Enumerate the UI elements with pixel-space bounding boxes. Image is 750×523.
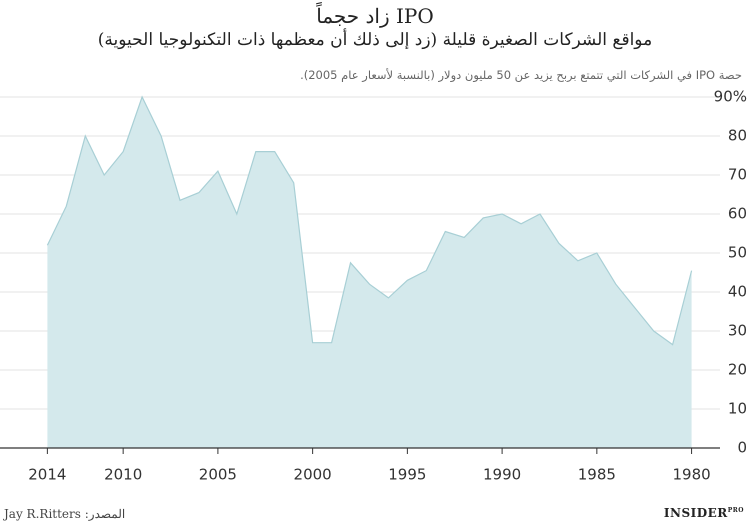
y-tick-label: 0: [737, 439, 747, 457]
x-tick-label: 1985: [578, 466, 616, 484]
x-tick-label: 1980: [672, 466, 710, 484]
brand-suffix: PRO: [727, 507, 744, 514]
brand-logo: INSIDERPRO: [664, 506, 744, 520]
x-tick-label: 1995: [388, 466, 426, 484]
y-tick-label: 60: [728, 205, 747, 223]
chart-title: IPO زاد حجماً: [316, 4, 434, 28]
area: [47, 97, 692, 448]
y-tick-label: 90%: [714, 88, 747, 106]
y-tick-label: 20: [728, 361, 747, 379]
x-tick-label: 2005: [199, 466, 237, 484]
y-tick-label: 50: [728, 244, 747, 262]
x-tick-label: 2010: [104, 466, 142, 484]
source: المصدر: Jay R.Ritters: [4, 507, 126, 521]
y-tick-label: 40: [728, 283, 747, 301]
y-tick-label: 10: [728, 400, 747, 418]
chart-subtitle: مواقع الشركات الصغيرة قليلة (زد إلى ذلك …: [97, 30, 653, 50]
y-tick-label: 70: [728, 166, 747, 184]
area-line: [46, 95, 693, 346]
x-tick-label: 2014: [28, 466, 66, 484]
x-tick-label: 1990: [483, 466, 521, 484]
brand: INSIDER: [663, 506, 728, 520]
y-tick-label: 30: [728, 322, 747, 340]
x-tick-label: 2000: [294, 466, 332, 484]
y-axis-note: حصة IPO في الشركات التي تتمتع بربح يزيد …: [300, 68, 742, 82]
y-tick-label: 80: [728, 127, 747, 145]
